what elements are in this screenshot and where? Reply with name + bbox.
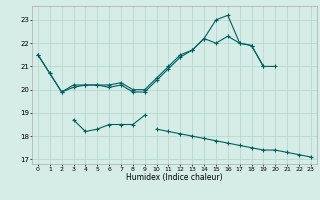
X-axis label: Humidex (Indice chaleur): Humidex (Indice chaleur)	[126, 173, 223, 182]
